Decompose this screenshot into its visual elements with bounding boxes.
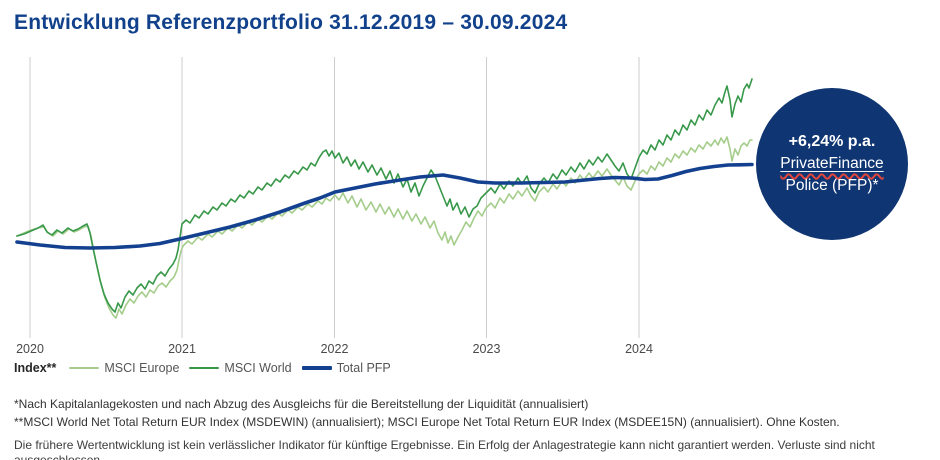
legend: Index** MSCI Europe MSCI World Total PFP — [14, 361, 391, 375]
badge-return-value: +6,24% p.a. — [788, 133, 876, 150]
legend-swatch — [301, 366, 332, 370]
series-line-msci-world — [16, 78, 753, 313]
x-tick-label: 2020 — [16, 342, 44, 356]
disclaimer-text: Die frühere Wertentwicklung ist kein ver… — [14, 438, 875, 460]
legend-label: Total PFP — [336, 361, 391, 375]
series-line-total-pfp — [15, 162, 754, 250]
legend-swatch — [69, 367, 100, 369]
legend-item-total-pfp: Total PFP — [301, 361, 391, 375]
page-title: Entwicklung Referenzportfolio 31.12.2019… — [14, 11, 568, 34]
legend-items: MSCI Europe MSCI World Total PFP — [69, 361, 391, 375]
footnote-2: **MSCI World Net Total Return EUR Index … — [14, 414, 840, 429]
legend-label: MSCI Europe — [104, 361, 180, 375]
x-tick-label: 2022 — [321, 342, 349, 356]
badge-product-suffix: Police (PFP)* — [785, 177, 879, 194]
footnotes: *Nach Kapitalanlagekosten und nach Abzug… — [14, 397, 929, 432]
x-tick-label: 2024 — [625, 342, 653, 356]
x-tick-label: 2023 — [473, 342, 501, 356]
legend-label: MSCI World — [224, 361, 292, 375]
footnote-1: *Nach Kapitalanlagekosten und nach Abzug… — [14, 397, 589, 411]
badge-product-name: PrivateFinance — [780, 155, 884, 172]
series-line-msci-europe — [16, 136, 753, 319]
legend-item-msci-europe: MSCI Europe — [69, 361, 179, 375]
x-tick-label: 2021 — [168, 342, 196, 356]
legend-item-msci-world: MSCI World — [189, 361, 292, 375]
legend-swatch — [189, 367, 220, 369]
legend-title: Index** — [14, 361, 57, 375]
pfp-return-badge: +6,24% p.a. PrivateFinance Police (PFP)* — [756, 88, 908, 240]
